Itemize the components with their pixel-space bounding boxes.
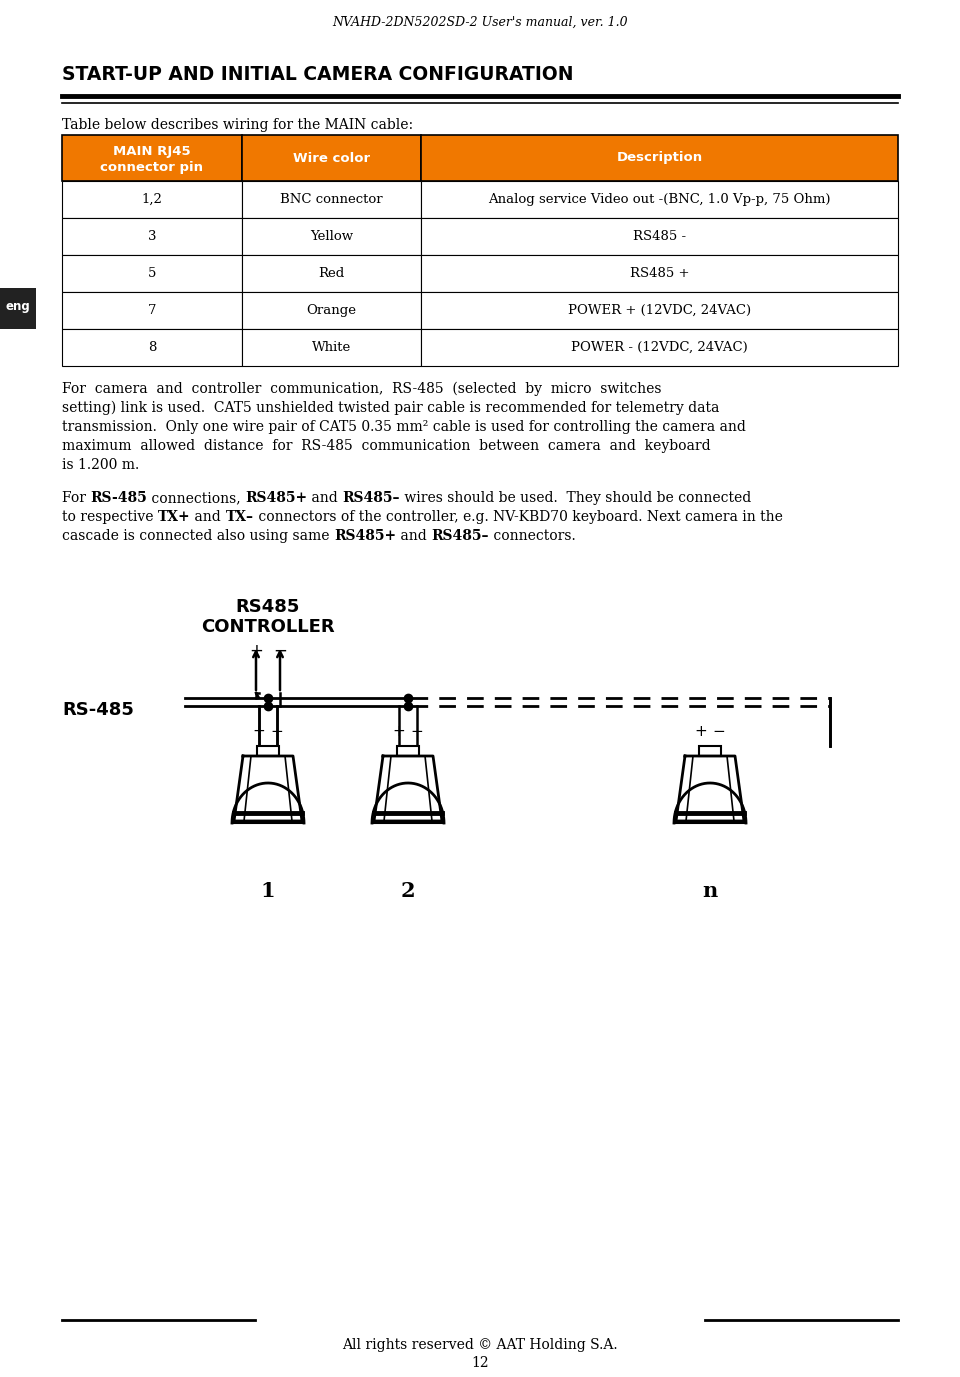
Bar: [0, 288, 36, 329]
Bar: [242, 218, 421, 255]
Bar: [242, 135, 421, 180]
Text: transmission.  Only one wire pair of CAT5 0.35 mm² cable is used for controlling: transmission. Only one wire pair of CAT5…: [62, 420, 746, 434]
Text: MAIN RJ45: MAIN RJ45: [113, 145, 191, 158]
Text: +: +: [695, 724, 708, 739]
Bar: [62, 329, 242, 366]
Text: −: −: [273, 642, 287, 660]
Text: Table below describes wiring for the MAIN cable:: Table below describes wiring for the MAI…: [62, 118, 413, 132]
Text: Yellow: Yellow: [310, 230, 353, 242]
Text: and: and: [190, 509, 226, 525]
Text: RS485+: RS485+: [334, 529, 396, 543]
Text: wires should be used.  They should be connected: wires should be used. They should be con…: [400, 492, 751, 505]
Text: RS485: RS485: [236, 598, 300, 616]
Text: and: and: [307, 492, 343, 505]
Text: NVAHD-2DN5202SD-2 User's manual, ver. 1.0: NVAHD-2DN5202SD-2 User's manual, ver. 1.…: [332, 17, 628, 29]
Text: RS-485: RS-485: [90, 492, 147, 505]
Text: RS485+: RS485+: [245, 492, 307, 505]
Bar: [242, 292, 421, 329]
Text: For: For: [62, 492, 90, 505]
Bar: [421, 135, 898, 180]
Text: eng: eng: [6, 300, 31, 313]
Text: 2: 2: [400, 881, 416, 901]
Bar: [421, 218, 898, 255]
Text: −: −: [411, 724, 423, 739]
Text: +: +: [393, 724, 405, 739]
Bar: [421, 255, 898, 292]
Bar: [421, 180, 898, 218]
Text: 5: 5: [148, 267, 156, 280]
Text: Analog service Video out -(BNC, 1.0 Vp-p, 75 Ohm): Analog service Video out -(BNC, 1.0 Vp-p…: [489, 193, 831, 207]
Text: START-UP AND INITIAL CAMERA CONFIGURATION: START-UP AND INITIAL CAMERA CONFIGURATIO…: [62, 65, 573, 84]
Text: Red: Red: [319, 267, 345, 280]
Text: connector pin: connector pin: [101, 161, 204, 174]
Text: 3: 3: [148, 230, 156, 242]
Bar: [62, 218, 242, 255]
Text: POWER - (12VDC, 24VAC): POWER - (12VDC, 24VAC): [571, 341, 748, 354]
Text: connections,: connections,: [147, 492, 245, 505]
Text: 12: 12: [471, 1356, 489, 1370]
Text: is 1.200 m.: is 1.200 m.: [62, 459, 139, 472]
Text: −: −: [712, 724, 726, 739]
Text: RS485–: RS485–: [431, 529, 489, 543]
Text: For  camera  and  controller  communication,  RS-485  (selected  by  micro  swit: For camera and controller communication,…: [62, 381, 661, 397]
Text: cascade is connected also using same: cascade is connected also using same: [62, 529, 334, 543]
Bar: [242, 329, 421, 366]
Text: +: +: [252, 724, 265, 739]
Bar: [257, 746, 279, 756]
Text: Description: Description: [616, 151, 703, 164]
Bar: [699, 746, 721, 756]
Bar: [62, 135, 242, 180]
Text: 1: 1: [261, 881, 276, 901]
Bar: [242, 180, 421, 218]
Text: and: and: [396, 529, 431, 543]
Text: TX+: TX+: [157, 509, 190, 525]
Bar: [397, 746, 419, 756]
Text: 8: 8: [148, 341, 156, 354]
Text: setting) link is used.  CAT5 unshielded twisted pair cable is recommended for te: setting) link is used. CAT5 unshielded t…: [62, 401, 719, 416]
Text: connectors of the controller, e.g. NV-KBD70 keyboard. Next camera in the: connectors of the controller, e.g. NV-KB…: [253, 509, 782, 525]
Text: to respective: to respective: [62, 509, 157, 525]
Text: CONTROLLER: CONTROLLER: [202, 618, 335, 636]
Bar: [242, 255, 421, 292]
Text: Orange: Orange: [306, 304, 356, 317]
Bar: [62, 255, 242, 292]
Text: BNC connector: BNC connector: [280, 193, 383, 207]
Text: Wire color: Wire color: [293, 151, 371, 164]
Text: All rights reserved © AAT Holding S.A.: All rights reserved © AAT Holding S.A.: [342, 1338, 618, 1352]
Text: RS485–: RS485–: [343, 492, 400, 505]
Bar: [421, 292, 898, 329]
Text: RS485 +: RS485 +: [630, 267, 689, 280]
Bar: [421, 329, 898, 366]
Text: connectors.: connectors.: [489, 529, 575, 543]
Text: RS485 -: RS485 -: [634, 230, 686, 242]
Text: RS-485: RS-485: [62, 701, 133, 719]
Text: TX–: TX–: [226, 509, 253, 525]
Text: POWER + (12VDC, 24VAC): POWER + (12VDC, 24VAC): [568, 304, 752, 317]
Text: n: n: [703, 881, 718, 901]
Text: 7: 7: [148, 304, 156, 317]
Text: maximum  allowed  distance  for  RS-485  communication  between  camera  and  ke: maximum allowed distance for RS-485 comm…: [62, 439, 710, 453]
Bar: [62, 292, 242, 329]
Bar: [62, 180, 242, 218]
Text: White: White: [312, 341, 351, 354]
Text: −: −: [271, 724, 283, 739]
Text: 1,2: 1,2: [141, 193, 162, 207]
Text: +: +: [249, 642, 263, 660]
